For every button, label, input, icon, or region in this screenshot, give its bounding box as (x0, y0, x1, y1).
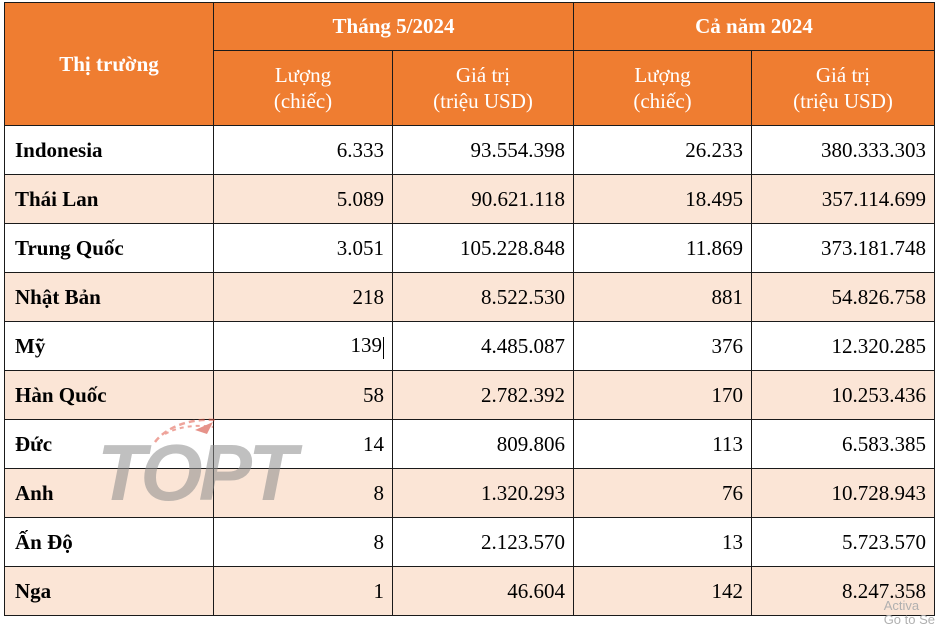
table-row: Đức 14 809.806 113 6.583.385 (4, 419, 936, 469)
cell-val-may: 809.806 (391, 419, 575, 469)
table-row: Indonesia 6.333 93.554.398 26.233 380.33… (4, 125, 936, 175)
header-val-unit: (triệu USD) (433, 89, 533, 113)
os-activation-line1: Activa (883, 598, 920, 613)
header-qty-label: Lượng (274, 63, 332, 87)
export-table: Thị trường Tháng 5/2024 Cả năm 2024 Lượn… (4, 2, 936, 616)
table-row: Nga 1 46.604 142 8.247.358 (4, 566, 936, 616)
cell-market: Indonesia (4, 125, 214, 175)
cell-qty-year: 13 (573, 517, 753, 567)
header-qty-unit: (chiếc) (633, 89, 692, 113)
cell-qty-may-editing[interactable]: 139 (213, 321, 393, 371)
table-row: Mỹ 139 4.485.087 376 12.320.285 (4, 321, 936, 371)
os-activation-notice: Activa Go to Se (884, 599, 935, 627)
cell-qty-may: 218 (213, 272, 393, 322)
header-val-year: Giá trị (triệu USD) (751, 50, 936, 126)
cell-val-year: 10.728.943 (751, 468, 936, 518)
cell-qty-may: 3.051 (213, 223, 393, 273)
cell-market: Hàn Quốc (4, 370, 214, 420)
cell-val-year: 8.247.358 (751, 566, 936, 616)
cell-qty-may: 6.333 (213, 125, 393, 175)
cell-val-year: 10.253.436 (751, 370, 936, 420)
cell-qty-year: 142 (573, 566, 753, 616)
cell-qty-may: 8 (213, 468, 393, 518)
cell-market: Trung Quốc (4, 223, 214, 273)
header-qty-may: Lượng (chiếc) (213, 50, 393, 126)
cell-val-year: 12.320.285 (751, 321, 936, 371)
header-qty-year: Lượng (chiếc) (573, 50, 753, 126)
table-row: Trung Quốc 3.051 105.228.848 11.869 373.… (4, 223, 936, 273)
header-val-label: Giá trị (815, 63, 871, 87)
cell-qty-year: 376 (573, 321, 753, 371)
header-group-may-2024: Tháng 5/2024 (212, 2, 575, 51)
cell-val-may: 46.604 (391, 566, 575, 616)
cell-market: Thái Lan (4, 174, 214, 224)
table-row: Ấn Độ 8 2.123.570 13 5.723.570 (4, 517, 936, 567)
cell-market: Đức (4, 419, 214, 469)
cell-val-may: 105.228.848 (391, 223, 575, 273)
header-val-label: Giá trị (455, 63, 511, 87)
header-group-full-year-2024: Cả năm 2024 (573, 2, 936, 51)
cell-val-may: 4.485.087 (391, 321, 575, 371)
cell-qty-may: 1 (213, 566, 393, 616)
cell-val-may: 8.522.530 (391, 272, 575, 322)
cell-val-year: 5.723.570 (751, 517, 936, 567)
cell-market: Nga (4, 566, 214, 616)
cell-market: Nhật Bản (4, 272, 214, 322)
cell-val-may: 90.621.118 (391, 174, 575, 224)
cell-market: Mỹ (4, 321, 214, 371)
cell-val-may: 93.554.398 (391, 125, 575, 175)
cell-val-may: 1.320.293 (391, 468, 575, 518)
cell-val-may: 2.123.570 (391, 517, 575, 567)
header-qty-label: Lượng (634, 63, 691, 87)
cell-qty-may: 8 (213, 517, 393, 567)
cell-val-year: 6.583.385 (751, 419, 936, 469)
cell-val-year: 54.826.758 (751, 272, 936, 322)
table-row: Nhật Bản 218 8.522.530 881 54.826.758 (4, 272, 936, 322)
cell-val-year: 380.333.303 (751, 125, 936, 175)
cell-qty-year: 113 (573, 419, 753, 469)
cell-qty-year: 881 (573, 272, 753, 322)
header-val-may: Giá trị (triệu USD) (391, 50, 575, 126)
cell-qty-year: 76 (573, 468, 753, 518)
cell-qty-year: 18.495 (573, 174, 753, 224)
header-qty-unit: (chiếc) (273, 89, 333, 113)
cell-val-may: 2.782.392 (391, 370, 575, 420)
cell-qty-may: 58 (213, 370, 393, 420)
cell-qty-year: 11.869 (573, 223, 753, 273)
cell-val-year: 373.181.748 (751, 223, 936, 273)
table-row: Anh 8 1.320.293 76 10.728.943 (4, 468, 936, 518)
text-cursor (383, 336, 384, 359)
cell-qty-may-value: 139 (350, 333, 383, 358)
cell-val-year: 357.114.699 (751, 174, 936, 224)
table-row: Thái Lan 5.089 90.621.118 18.495 357.114… (4, 174, 936, 224)
cell-qty-may: 14 (213, 419, 393, 469)
cell-qty-year: 170 (573, 370, 753, 420)
header-market: Thị trường (4, 2, 214, 126)
table-row: Hàn Quốc 58 2.782.392 170 10.253.436 (4, 370, 936, 420)
cell-market: Ấn Độ (4, 517, 214, 567)
header-val-unit: (triệu USD) (793, 89, 893, 113)
os-activation-line2: Go to Se (883, 612, 935, 627)
cell-market: Anh (4, 468, 214, 518)
cell-qty-year: 26.233 (573, 125, 753, 175)
cell-qty-may: 5.089 (213, 174, 393, 224)
